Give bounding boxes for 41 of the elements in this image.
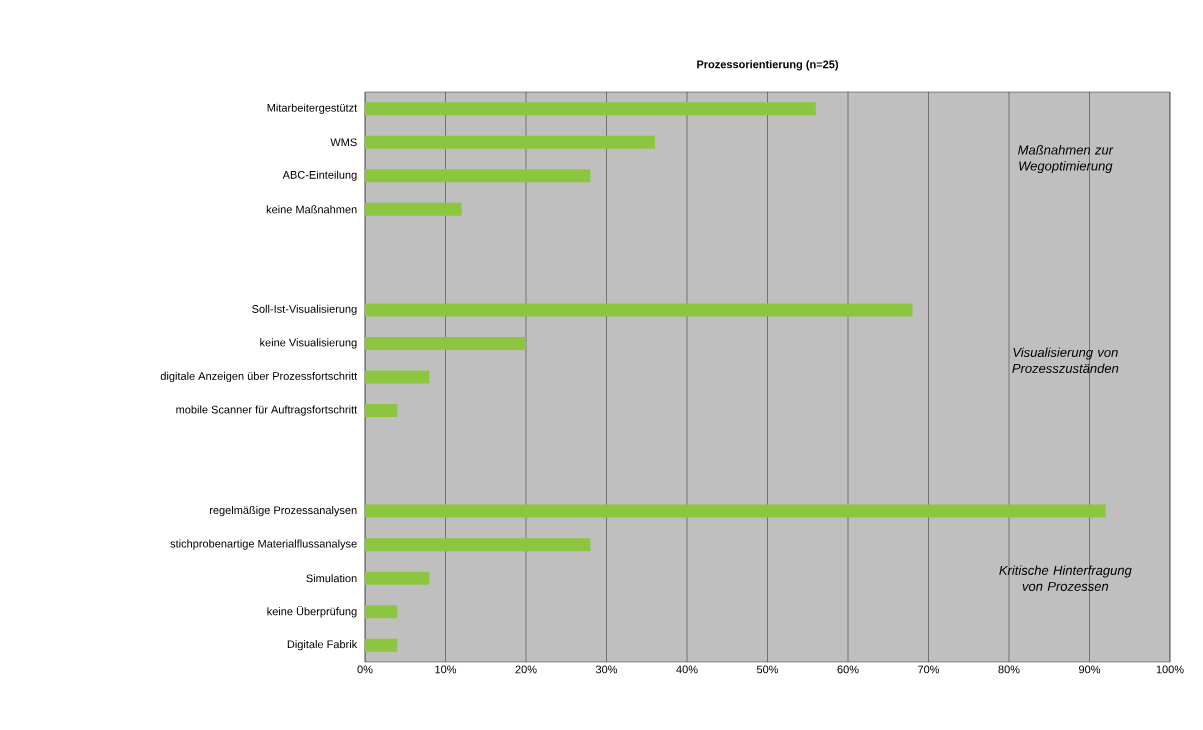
annotation: Kritische Hinterfragung von Prozessen [999,565,1132,591]
y-tick-label: keine Visualisierung [260,338,357,349]
x-tick-label: 100% [1156,665,1184,674]
x-tick-label: 80% [998,665,1020,674]
bar [365,404,398,418]
x-tick-label: 0% [357,665,373,674]
x-tick-label: 10% [435,665,457,674]
y-tick-label: keine Überprüfung [267,605,357,618]
bar [365,135,655,149]
bar [365,504,1106,518]
bar [365,638,398,652]
bar [365,538,591,552]
x-tick-label: 40% [676,665,698,674]
annotation: Maßnahmen zur Wegoptimierung [1018,144,1114,174]
y-tick-label: Soll-Ist-Visualisierung [252,304,357,316]
x-tick-label: 60% [837,665,859,674]
bar [365,336,526,350]
x-tick-label: 90% [1079,665,1101,674]
y-tick-label: Simulation [306,574,357,583]
x-tick-label: 30% [595,665,618,674]
x-tick-label: 70% [918,665,940,674]
bar [365,571,430,585]
y-tick-label: regelmäßige Prozessanalysen [209,505,357,517]
annotation: Visualisierung von Prozesszuständen [1012,347,1119,374]
x-tick-label: 20% [515,665,537,674]
y-tick-label: Mitarbeitergestützt [267,103,358,114]
chart-title: Prozessorientierung (n=25) [697,60,839,71]
bar [365,370,430,384]
y-tick-label: digitale Anzeigen über Prozessfortschritt [160,371,358,383]
bar [365,102,816,116]
y-tick-label: keine Maßnahmen [266,205,357,214]
bar [365,605,398,619]
y-tick-label: Digitale Fabrik [287,640,358,651]
y-tick-label: WMS [330,138,357,147]
y-tick-label: ABC-Einteilung [282,170,357,181]
y-tick-label: mobile Scanner für Auftragsfortschritt [176,405,358,416]
bar [365,169,591,183]
bar [365,303,913,317]
bar [365,202,462,216]
x-tick-label: 50% [756,665,779,674]
y-tick-label: stichprobenartige Materialflussanalyse [170,539,357,550]
